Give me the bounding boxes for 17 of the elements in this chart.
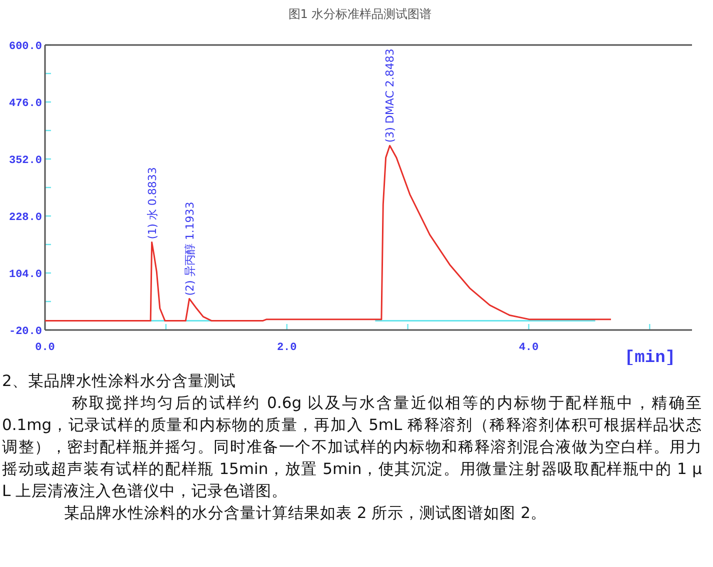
x-tick-label: 0.0: [35, 342, 55, 354]
y-tick-label: 228.0: [8, 212, 42, 224]
y-tick-label: 600.0: [8, 41, 42, 53]
text: 某品牌水性涂料的水分含量计算结果如表 2 所示，测试图谱如图 2。: [63, 503, 548, 524]
annotation: (3) DMAC 2.8483: [383, 48, 396, 143]
text: 称取搅拌均匀后的试样约 0.6g 以及与水含量近似相等的内标物于配样瓶中，精确至 0.1mg，记录试样的质量和内标物的质量，再加入 5mL 稀释溶剂（稀释溶剂体积可根据样品状态调整），密封配样瓶并摇匀。同时准备一个不加试样的内标物和稀释溶剂混合液做为空白样。用力摇动或超声装有试样的配样瓶 15min，放置 5min，使其沉淀。用微量注射器吸取配样瓶中的 1 μ L 上层清液注入色谱仪中，记录色谱图。: [2, 393, 702, 502]
y-tick-label: -20.0: [8, 326, 42, 338]
x-tick-label: 4.0: [518, 342, 539, 354]
text: 2、某品牌水性涂料水分含量测试: [2, 371, 237, 392]
y-tick-label: 476.0: [8, 98, 42, 110]
annotation: (1) 水 0.8833: [146, 167, 159, 240]
y-tick-label: 352.0: [8, 155, 42, 167]
annotation: (2) 异丙醇 1.1933: [183, 202, 196, 296]
chart-title: 图1 水分标准样品测试图谱: [288, 7, 432, 21]
y-tick-label: 104.0: [8, 269, 42, 281]
x-tick-label: 2.0: [276, 342, 297, 354]
line-series: [44, 144, 612, 322]
